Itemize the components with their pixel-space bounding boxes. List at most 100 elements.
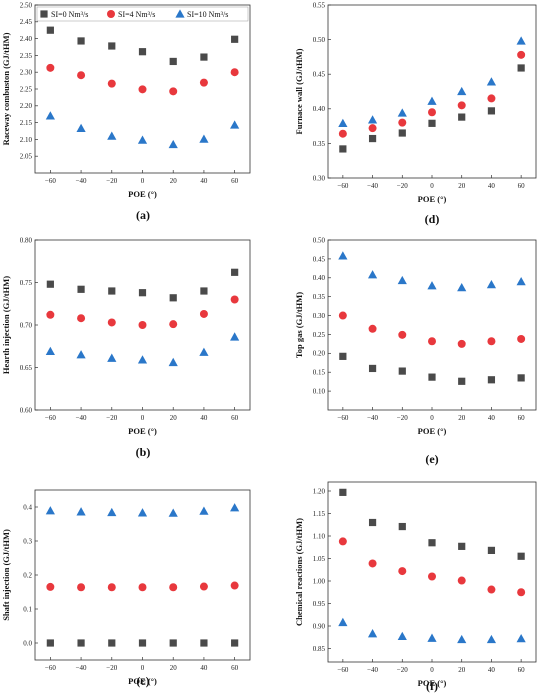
data-point (46, 26, 54, 34)
y-tick-label: 1.10 (313, 532, 326, 540)
data-point (338, 129, 347, 138)
y-tick-label: 2.50 (20, 1, 33, 9)
data-point (45, 111, 55, 120)
data-point (231, 639, 239, 647)
data-point (486, 77, 497, 86)
data-point (368, 518, 377, 527)
data-point (200, 639, 208, 647)
data-point (76, 507, 86, 516)
data-point (397, 108, 407, 117)
y-tick-label: 0.25 (313, 331, 326, 339)
data-point (517, 552, 525, 560)
y-tick-label: 2.10 (20, 136, 33, 144)
data-point (516, 36, 526, 45)
chart-panel: 0.30 0.35 0.40 0.45 0.50 0.55 −60 −40 −20 0 20 40 60… (294, 1, 537, 226)
data-point (169, 639, 177, 647)
data-point (77, 583, 86, 592)
data-point (199, 347, 209, 356)
data-point (137, 355, 148, 364)
data-point (398, 118, 407, 127)
data-point (517, 64, 525, 72)
data-point (458, 113, 466, 121)
data-point (487, 376, 496, 384)
y-tick-label: 0.30 (313, 312, 326, 320)
data-point (367, 629, 378, 638)
data-point (517, 334, 526, 343)
legend: SI=0 Nm³/s SI=4 Nm³/s SI=10 Nm³/s (36, 6, 249, 22)
data-point (338, 537, 347, 546)
data-point (367, 115, 378, 124)
panel-label: (a) (136, 208, 150, 222)
legend-label: SI=0 Nm³/s (51, 10, 88, 19)
data-point (368, 124, 377, 133)
y-tick-label: 2.20 (20, 102, 33, 110)
data-point (398, 129, 406, 137)
chart-panel: 0.0 0.1 0.2 0.3 0.4 −60 −40 −20 0 20 40 60 POE (°) Sh… (1, 489, 251, 688)
x-tick-label: 20 (458, 182, 466, 190)
x-tick-label: −40 (76, 414, 87, 422)
y-tick-label: 2.30 (20, 69, 33, 77)
x-tick-label: −20 (397, 666, 408, 674)
data-point (457, 634, 467, 644)
data-point (230, 120, 240, 129)
y-axis-label: Raceway combuston (GJ/tHM) (1, 32, 11, 145)
data-point (107, 353, 117, 362)
x-tick-label: 0 (430, 666, 434, 674)
plot-frame (327, 239, 537, 411)
y-axis-label: Hearth injection (GJ/tHM) (1, 276, 11, 374)
x-tick-label: 40 (488, 182, 496, 190)
chart-panel: 0.60 0.65 0.70 0.75 0.80 −60 −40 −20 0 20 40 60 POE … (1, 236, 251, 459)
data-point (427, 281, 437, 290)
x-tick-label: 0 (430, 182, 434, 190)
data-point (199, 134, 209, 143)
y-axis-label: Shaft injection (GJ/tHM) (1, 529, 11, 621)
legend-marker (107, 10, 115, 18)
y-tick-label: 0.40 (313, 274, 326, 282)
data-point (230, 581, 239, 590)
data-point (77, 639, 85, 647)
y-tick-label: 0.4 (23, 503, 32, 511)
data-point (457, 86, 467, 96)
y-tick-label: 0.70 (20, 321, 33, 329)
x-tick-label: 40 (488, 666, 496, 674)
data-point (397, 275, 407, 285)
data-point (138, 639, 147, 647)
data-point (428, 108, 436, 117)
panel-label: (f) (426, 679, 438, 693)
data-point (428, 119, 436, 127)
data-point (46, 280, 54, 288)
legend-label: SI=10 Nm³/s (187, 10, 228, 19)
x-tick-label: −20 (106, 177, 117, 185)
x-tick-label: 40 (200, 664, 208, 672)
data-point (107, 79, 116, 88)
x-axis-label: POE (°) (128, 676, 157, 686)
data-point (76, 123, 86, 132)
data-point (517, 50, 526, 59)
x-tick-label: 60 (518, 182, 526, 190)
data-point (200, 53, 208, 61)
panel-label: (e) (425, 452, 438, 466)
x-tick-label: −20 (397, 182, 408, 190)
legend-box (36, 6, 249, 22)
x-axis-label: POE (°) (418, 194, 447, 204)
panel-label: (d) (425, 212, 440, 226)
y-tick-label: 1.20 (313, 487, 326, 495)
x-tick-label: −40 (76, 664, 87, 672)
y-tick-label: 0.10 (313, 388, 326, 396)
data-point (427, 96, 437, 105)
data-point (428, 572, 436, 581)
x-tick-label: 60 (231, 177, 239, 185)
x-axis-label: POE (°) (128, 189, 157, 199)
x-tick-label: 20 (170, 664, 178, 672)
data-point (398, 330, 407, 339)
y-axis-label: Furnace wall (GJ/tHM) (294, 48, 304, 134)
y-axis-label: Chemical reactions (GJ/tHM) (294, 518, 304, 626)
data-point (516, 276, 526, 286)
y-tick-label: 2.35 (20, 52, 33, 60)
data-point (486, 634, 497, 644)
data-point (338, 617, 348, 627)
data-point (428, 539, 436, 547)
data-point (107, 131, 117, 140)
data-point (107, 507, 117, 517)
data-point (487, 337, 496, 346)
